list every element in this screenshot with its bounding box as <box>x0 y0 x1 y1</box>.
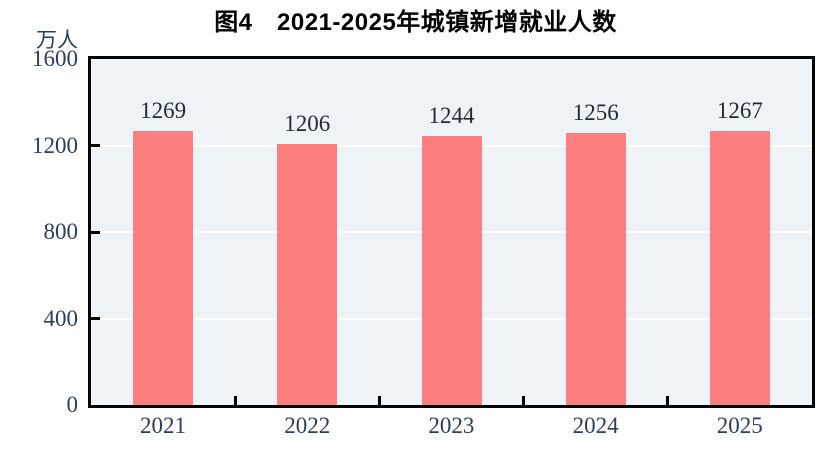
bar-value-label-2024: 1256 <box>572 100 619 125</box>
bar-value-label-2022: 1206 <box>284 111 331 136</box>
bar-2022 <box>277 144 338 405</box>
x-axis-tick-mark-2 <box>377 396 381 405</box>
bar-slot-2021: 1269 <box>91 59 235 405</box>
x-axis-tick-label-2023: 2023 <box>428 413 475 438</box>
bar-2025 <box>709 131 770 405</box>
x-axis-tick-label-2022: 2022 <box>284 413 331 438</box>
y-axis-tick-label-1200: 1200 <box>32 132 78 158</box>
bar-slot-2023: 1244 <box>379 59 523 405</box>
y-axis-tick-label-0: 0 <box>66 392 79 417</box>
y-axis-tick-mark-400 <box>91 317 100 320</box>
plot-area: 1269 1206 1244 1256 1267 <box>88 56 815 408</box>
x-axis-tick-label-2021: 2021 <box>140 413 186 438</box>
y-axis-tick-labels: 0 400 800 1200 1600 <box>0 0 88 455</box>
x-axis-tick-mark-3 <box>522 396 526 405</box>
y-axis-unit-label: 万人 <box>36 28 78 52</box>
x-axis-tick-label-2024: 2024 <box>572 413 619 438</box>
x-axis-tick-mark-1 <box>233 396 237 405</box>
y-axis-tick-mark-800 <box>91 230 100 234</box>
bar-2021 <box>133 131 194 405</box>
x-axis-tick-mark-4 <box>666 396 670 405</box>
bar-slot-2024: 1256 <box>524 59 668 405</box>
bar-value-label-2025: 1267 <box>716 98 763 123</box>
chart-title: 图4 2021-2025年城镇新增就业人数 <box>214 9 617 36</box>
bar-value-label-2023: 1244 <box>428 103 475 128</box>
y-axis-tick-mark-1200 <box>91 144 100 147</box>
bar-value-label-2021: 1269 <box>140 98 187 123</box>
x-axis-tick-label-2025: 2025 <box>716 413 763 438</box>
y-axis-tick-label-400: 400 <box>43 305 79 331</box>
bar-slot-2025: 1267 <box>668 59 812 405</box>
bar-slot-2022: 1206 <box>235 59 379 405</box>
y-axis-tick-label-1600: 1600 <box>32 46 78 71</box>
y-axis-tick-label-800: 800 <box>43 219 79 244</box>
bar-2024 <box>565 133 626 405</box>
bar-2023 <box>421 136 482 405</box>
